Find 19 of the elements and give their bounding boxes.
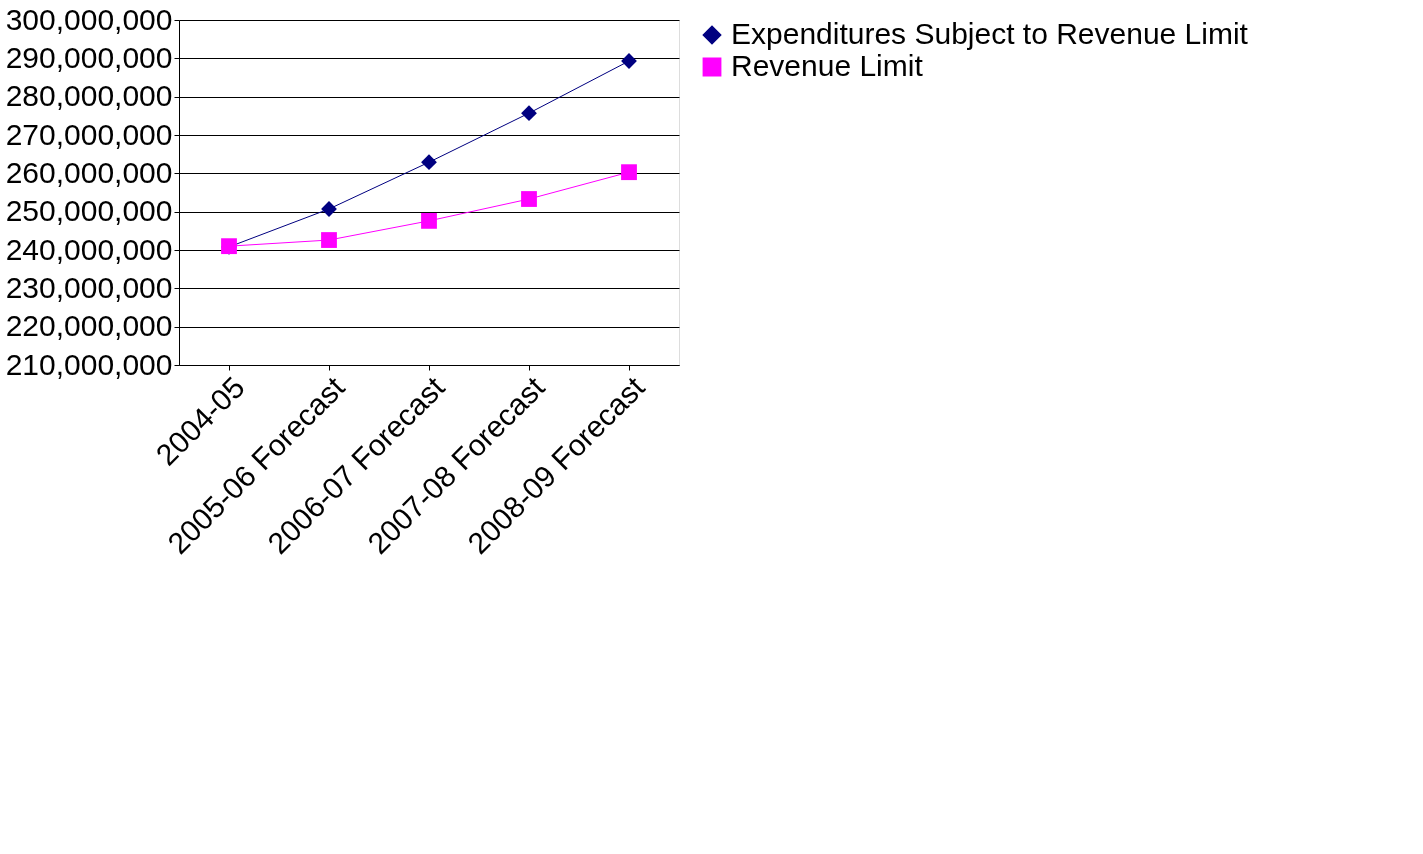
legend-label: Revenue Limit	[731, 49, 924, 82]
y-tick-label: 260,000,000	[5, 155, 173, 189]
point	[521, 105, 537, 122]
point	[621, 164, 637, 181]
y-tick-label: 270,000,000	[5, 117, 173, 151]
y-tick-label: 250,000,000	[5, 194, 173, 228]
point	[321, 232, 337, 248]
y-tick-label: 290,000,000	[5, 40, 173, 74]
point	[421, 212, 437, 229]
point	[621, 53, 637, 69]
y-tick-label: 220,000,000	[5, 309, 173, 343]
point	[421, 154, 437, 171]
y-tick-label: 280,000,000	[5, 79, 173, 113]
y-tick-label: 300,000,000	[5, 2, 173, 36]
point	[521, 191, 537, 207]
point	[321, 201, 337, 217]
legend-label: Expenditures Subject to Revenue Limit	[731, 17, 1249, 50]
y-tick-label: 230,000,000	[5, 270, 173, 304]
y-tick-label: 240,000,000	[5, 232, 173, 266]
